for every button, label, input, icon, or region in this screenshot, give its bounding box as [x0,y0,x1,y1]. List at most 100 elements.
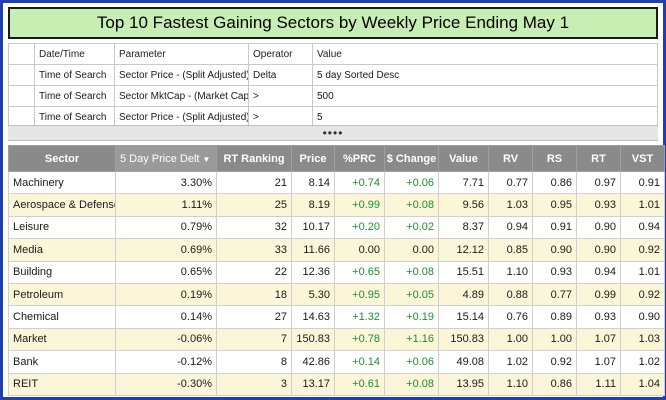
criteria-col-datetime[interactable]: Date/Time [34,43,115,65]
prc-cell[interactable]: +0.99 [334,193,385,217]
price-delta-cell[interactable]: 0.19% [115,282,217,307]
table-row[interactable]: Leisure 0.79% 32 10.17 +0.20 +0.02 8.37 0.94 0.9… [8,215,665,240]
criteria-datetime-cell[interactable]: Time of Search [34,64,115,86]
rt-ranking-cell[interactable]: 18 [216,282,292,307]
criteria-row[interactable]: Time of Search Sector MktCap - (Market C… [8,85,658,107]
rv-cell[interactable]: 0.77 [488,170,533,195]
rs-cell[interactable]: 0.93 [532,260,577,284]
rt-ranking-cell[interactable]: 8 [216,350,292,374]
table-row[interactable]: Building 0.65% 22 12.36 +0.65 +0.08 15.51 1.10 0… [8,260,665,284]
price-delta-cell[interactable]: 0.14% [115,305,217,329]
prc-cell[interactable]: +0.74 [334,170,385,195]
rv-cell[interactable]: 1.10 [488,372,533,396]
vst-cell[interactable]: 0.90 [620,305,665,329]
value-cell[interactable]: 4.89 [438,282,489,307]
dollar-change-cell[interactable]: +0.02 [384,215,439,240]
criteria-value-cell[interactable]: 500 [312,85,658,107]
value-cell[interactable]: 150.83 [438,327,489,352]
prc-cell[interactable]: +0.95 [334,282,385,307]
vst-cell[interactable]: 1.03 [620,327,665,352]
sector-cell[interactable]: REIT [8,372,116,396]
rs-cell[interactable]: 0.77 [532,282,577,307]
sector-cell[interactable]: Aerospace & Defense [8,193,116,217]
rs-cell[interactable]: 0.86 [532,170,577,195]
prc-cell[interactable]: +0.65 [334,260,385,284]
prc-cell[interactable]: +0.20 [334,215,385,240]
rs-cell[interactable]: 0.90 [532,238,577,262]
criteria-parameter-cell[interactable]: Sector MktCap - (Market Capitali... [114,85,249,107]
rt-cell[interactable]: 0.90 [576,238,621,262]
sector-cell[interactable]: Bank [8,350,116,374]
price-cell[interactable]: 13.17 [291,372,335,396]
col-header-dollar-change[interactable]: $ Change [384,145,439,172]
dollar-change-cell[interactable]: +0.08 [384,193,439,217]
dollar-change-cell[interactable]: +0.08 [384,372,439,396]
rs-cell[interactable]: 0.92 [532,350,577,374]
price-cell[interactable]: 8.14 [291,170,335,195]
rt-cell[interactable]: 1.11 [576,372,621,396]
prc-cell[interactable]: +1.32 [334,305,385,329]
value-cell[interactable]: 13.95 [438,372,489,396]
rv-cell[interactable]: 1.03 [488,193,533,217]
prc-cell[interactable]: +0.61 [334,372,385,396]
rt-ranking-cell[interactable]: 27 [216,305,292,329]
rs-cell[interactable]: 1.00 [532,327,577,352]
value-cell[interactable]: 49.08 [438,350,489,374]
rt-ranking-cell[interactable]: 3 [216,372,292,396]
price-cell[interactable]: 5.30 [291,282,335,307]
rs-cell[interactable]: 0.89 [532,305,577,329]
table-row[interactable]: Media 0.69% 33 11.66 0.00 0.00 12.12 0.85 0.90 0.… [8,238,665,262]
col-header-value[interactable]: Value [438,145,489,172]
col-header-rv[interactable]: RV [488,145,533,172]
prc-cell[interactable]: 0.00 [334,238,385,262]
criteria-value-cell[interactable]: 5 day Sorted Desc [312,64,658,86]
price-delta-cell[interactable]: 0.65% [115,260,217,284]
criteria-row-selector[interactable] [8,85,35,107]
rv-cell[interactable]: 0.88 [488,282,533,307]
col-header-5-day-price-delta[interactable]: 5 Day Price Delt ▼ [115,145,217,172]
price-delta-cell[interactable]: 0.79% [115,215,217,240]
value-cell[interactable]: 9.56 [438,193,489,217]
rt-ranking-cell[interactable]: 25 [216,193,292,217]
table-row[interactable]: Petroleum 0.19% 18 5.30 +0.95 +0.05 4.89 0.88 0.… [8,282,665,307]
col-header-price[interactable]: Price [291,145,335,172]
rt-cell[interactable]: 0.93 [576,193,621,217]
sector-cell[interactable]: Media [8,238,116,262]
sector-cell[interactable]: Chemical [8,305,116,329]
rs-cell[interactable]: 0.91 [532,215,577,240]
table-row[interactable]: Bank -0.12% 8 42.86 +0.14 +0.06 49.08 1.02 0.92 1… [8,350,665,374]
sector-cell[interactable]: Petroleum [8,282,116,307]
rv-cell[interactable]: 1.00 [488,327,533,352]
col-header-rt[interactable]: RT [576,145,621,172]
price-cell[interactable]: 11.66 [291,238,335,262]
sort-desc-icon[interactable]: ▼ [202,154,211,164]
criteria-operator-cell[interactable]: Delta [248,64,313,86]
price-cell[interactable]: 12.36 [291,260,335,284]
rt-ranking-cell[interactable]: 22 [216,260,292,284]
rt-cell[interactable]: 0.97 [576,170,621,195]
dollar-change-cell[interactable]: +0.06 [384,170,439,195]
vst-cell[interactable]: 1.01 [620,193,665,217]
table-row[interactable]: Aerospace & Defense 1.11% 25 8.19 +0.99 +0.08… [8,193,665,217]
table-row[interactable]: REIT -0.30% 3 13.17 +0.61 +0.08 13.95 1.10 0.86 1… [8,372,665,396]
price-cell[interactable]: 14.63 [291,305,335,329]
vst-cell[interactable]: 0.92 [620,238,665,262]
rt-cell[interactable]: 1.07 [576,327,621,352]
table-row[interactable]: Chemical 0.14% 27 14.63 +1.32 +0.19 15.14 0.76 0… [8,305,665,329]
value-cell[interactable]: 7.71 [438,170,489,195]
vst-cell[interactable]: 1.02 [620,350,665,374]
rt-cell[interactable]: 0.99 [576,282,621,307]
dollar-change-cell[interactable]: 0.00 [384,238,439,262]
prc-cell[interactable]: +0.14 [334,350,385,374]
rt-cell[interactable]: 1.07 [576,350,621,374]
criteria-row[interactable]: Time of Search Sector Price - (Split Adj… [8,64,658,86]
vst-cell[interactable]: 0.94 [620,215,665,240]
rv-cell[interactable]: 0.94 [488,215,533,240]
sector-cell[interactable]: Building [8,260,116,284]
rt-ranking-cell[interactable]: 32 [216,215,292,240]
col-header-rs[interactable]: RS [532,145,577,172]
criteria-parameter-cell[interactable]: Sector Price - (Split Adjusted) [114,64,249,86]
value-cell[interactable]: 15.51 [438,260,489,284]
dollar-change-cell[interactable]: +0.19 [384,305,439,329]
price-delta-cell[interactable]: 0.69% [115,238,217,262]
